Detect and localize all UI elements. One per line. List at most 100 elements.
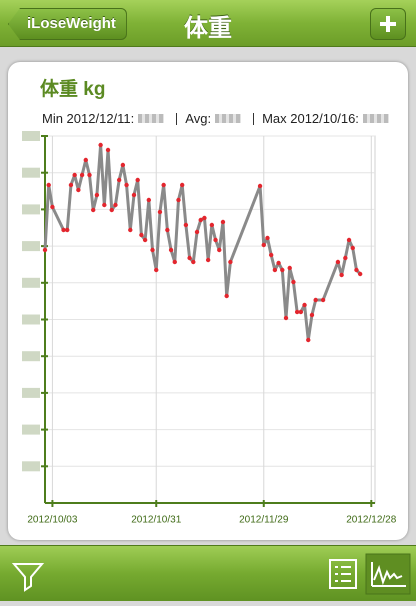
data-point (91, 207, 96, 213)
blurred-y-label (22, 351, 40, 362)
data-point (302, 302, 307, 308)
data-point (298, 309, 304, 315)
data-point (131, 192, 137, 198)
data-point (105, 147, 111, 153)
data-point (120, 162, 126, 168)
data-point (313, 297, 318, 303)
chart-icon[interactable] (365, 553, 411, 595)
data-point (109, 207, 114, 213)
avg-label: Avg: (185, 111, 212, 127)
min-label: Min 2012/12/11: (42, 111, 135, 127)
data-point (309, 312, 315, 318)
blurred-y-label (22, 204, 40, 215)
data-point (72, 172, 77, 178)
data-point (354, 267, 359, 273)
blurred-y-label (22, 424, 40, 435)
blurred-value (362, 114, 389, 124)
data-point (94, 192, 100, 198)
data-point (283, 315, 289, 321)
data-point (42, 247, 48, 253)
blurred-y-label (22, 131, 40, 141)
data-point (261, 242, 266, 248)
data-point (179, 182, 185, 188)
data-point (198, 217, 203, 223)
data-point (187, 255, 192, 261)
data-point (113, 202, 118, 208)
data-point (272, 267, 278, 273)
data-point (65, 227, 70, 233)
data-point (142, 237, 148, 243)
data-point (213, 237, 218, 243)
data-point (61, 227, 66, 233)
data-point (68, 182, 74, 188)
blurred-y-label (22, 241, 40, 252)
data-point (202, 215, 207, 221)
back-button[interactable]: iLoseWeight (8, 8, 127, 40)
data-point (157, 209, 163, 215)
blurred-y-label (22, 461, 40, 472)
data-point (183, 222, 189, 228)
data-point (346, 237, 352, 243)
separator (253, 112, 255, 125)
data-point (98, 142, 103, 148)
data-point (128, 227, 133, 233)
plus-icon (380, 16, 396, 32)
data-point (343, 255, 348, 261)
tool-bar (0, 545, 416, 601)
data-point (124, 182, 129, 188)
data-point (280, 267, 285, 273)
data-point (350, 245, 355, 251)
data-point (357, 271, 363, 277)
data-point (168, 247, 174, 253)
data-point (320, 297, 326, 303)
data-point (150, 247, 155, 253)
chart: 2012/10/03 2012/10/31 2012/11/29 2012/12/28 (22, 131, 397, 526)
data-point (46, 182, 51, 188)
filter-icon[interactable] (11, 563, 45, 592)
data-point (217, 247, 222, 253)
separator (176, 112, 178, 125)
data-point (220, 219, 226, 225)
data-point (50, 204, 55, 210)
data-point (172, 259, 177, 265)
data-point (79, 172, 85, 178)
list-icon[interactable] (329, 559, 357, 589)
data-point (76, 187, 81, 193)
add-button[interactable] (370, 8, 406, 40)
data-point (339, 272, 344, 278)
data-point (228, 259, 233, 265)
x-tick-label: 2012/10/31 (131, 515, 181, 526)
blurred-y-label (22, 387, 40, 398)
blurred-value (138, 114, 165, 124)
data-point (102, 202, 107, 208)
blurred-value (215, 114, 242, 124)
data-point (176, 197, 181, 203)
data-point (165, 227, 170, 233)
nav-bar: iLoseWeight 体重 (0, 0, 416, 47)
data-point (191, 259, 196, 265)
chart-title: 体重 kg (40, 79, 106, 100)
stats-line: Min 2012/12/11: Avg: Max 2012/10/16: (42, 110, 393, 126)
x-tick-label: 2012/11/29 (239, 515, 289, 526)
data-point (194, 229, 200, 235)
data-point (265, 235, 270, 241)
data-point (276, 260, 281, 266)
data-point (205, 257, 211, 263)
toolbar-icons (11, 553, 411, 595)
page-title: 体重 (184, 15, 232, 42)
data-point (257, 183, 263, 189)
blurred-y-label (22, 314, 40, 325)
x-tick-label: 2012/10/03 (27, 515, 77, 526)
x-tick-label: 2012/12/28 (346, 515, 396, 526)
blurred-y-label (22, 277, 40, 288)
data-point (294, 309, 300, 315)
data-point (224, 293, 229, 299)
data-point (161, 182, 166, 188)
data-point (154, 267, 159, 273)
data-point (146, 197, 152, 203)
data-point (291, 279, 296, 285)
data-point (268, 252, 274, 258)
max-label: Max 2012/10/16: (262, 111, 359, 127)
data-point (116, 177, 122, 183)
